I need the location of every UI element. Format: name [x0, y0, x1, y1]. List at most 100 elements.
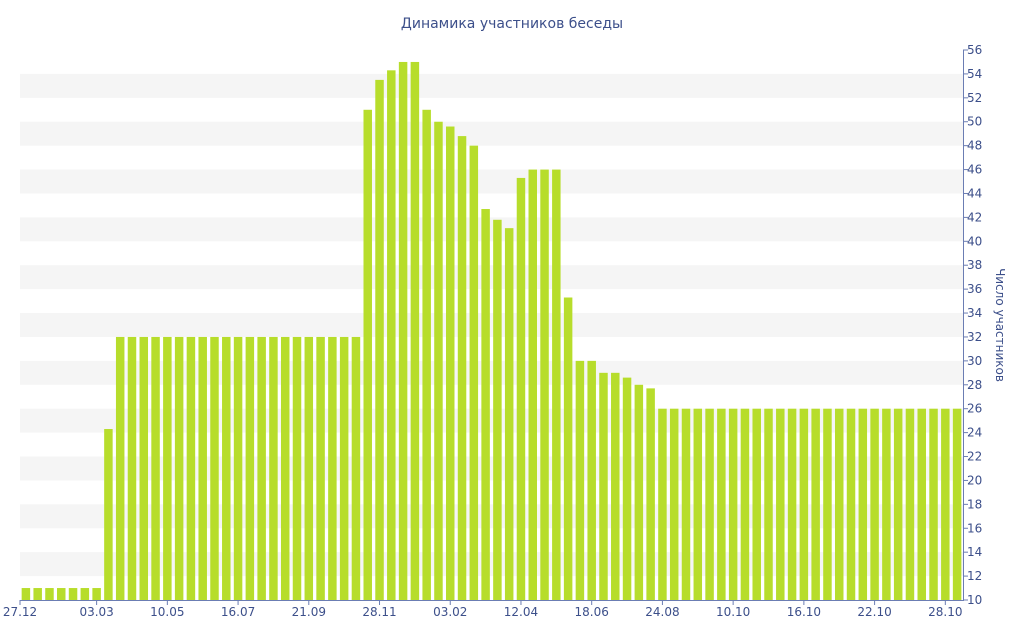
bar — [163, 336, 172, 600]
y-tick-label: 24 — [967, 426, 982, 440]
bar — [398, 61, 408, 600]
bar — [469, 145, 479, 600]
bar — [21, 588, 31, 600]
bar — [139, 336, 149, 600]
bar — [457, 136, 467, 600]
y-tick-label: 50 — [967, 115, 982, 129]
x-tick-label: 28.10 — [928, 605, 962, 619]
bar — [611, 372, 620, 600]
bar — [717, 408, 726, 600]
bar — [858, 408, 868, 600]
bar — [127, 336, 137, 600]
y-tick-label: 38 — [967, 258, 982, 272]
bar — [481, 209, 490, 600]
bar — [646, 388, 655, 600]
bar — [893, 408, 903, 600]
y-tick-label: 14 — [967, 545, 982, 559]
x-tick-label: 28.11 — [362, 605, 396, 619]
x-tick-label: 12.04 — [504, 605, 538, 619]
bar — [151, 336, 160, 600]
bar — [929, 408, 938, 600]
grid-band — [20, 456, 963, 481]
bar — [834, 408, 844, 600]
y-tick-label: 40 — [967, 234, 982, 248]
bar — [740, 408, 750, 600]
y-tick-label: 54 — [967, 67, 982, 81]
y-tick-label: 44 — [967, 186, 982, 200]
bar — [434, 121, 443, 601]
bar — [363, 109, 372, 600]
bar — [669, 408, 679, 600]
x-tick-label: 18.06 — [575, 605, 609, 619]
bar — [681, 408, 691, 600]
bar — [941, 408, 950, 600]
x-tick-label: 16.10 — [787, 605, 821, 619]
grid-band — [20, 121, 963, 146]
bar — [799, 408, 809, 600]
bar — [104, 429, 113, 600]
bar — [634, 384, 644, 600]
x-tick-label: 27.12 — [3, 605, 37, 619]
x-tick-label: 10.10 — [716, 605, 750, 619]
bar — [905, 408, 915, 600]
bar — [410, 61, 420, 600]
bar — [45, 588, 54, 600]
x-tick-label: 24.08 — [645, 605, 679, 619]
grid-band — [20, 265, 963, 290]
y-tick-label: 12 — [967, 569, 982, 583]
bar — [446, 126, 455, 601]
grid-band — [20, 313, 963, 337]
x-tick-label: 03.03 — [79, 605, 113, 619]
bar — [917, 408, 926, 600]
bar — [504, 228, 514, 600]
bar — [658, 408, 667, 600]
bar — [233, 336, 243, 600]
y-tick-label: 28 — [967, 378, 982, 392]
bar — [115, 336, 125, 600]
y-tick-label: 10 — [967, 593, 982, 607]
y-tick-label: 42 — [967, 210, 982, 224]
bar — [622, 377, 632, 600]
bar — [563, 297, 573, 600]
x-tick-label: 21.09 — [292, 605, 326, 619]
bar — [528, 169, 537, 600]
background-bands — [20, 73, 963, 577]
y-tick-label: 32 — [967, 330, 982, 344]
bar — [339, 336, 349, 600]
bar — [269, 336, 278, 600]
bar — [575, 360, 585, 600]
bar — [776, 408, 785, 600]
y-tick-label: 26 — [967, 402, 982, 416]
bar — [752, 408, 761, 600]
bar — [552, 169, 561, 600]
bar — [80, 588, 90, 600]
bar — [328, 336, 337, 600]
bar — [222, 336, 231, 600]
bar — [92, 588, 101, 600]
bar — [540, 169, 549, 600]
bar — [870, 408, 879, 600]
grid-band — [20, 217, 963, 242]
bar — [882, 408, 891, 600]
y-tick-label: 56 — [967, 43, 982, 57]
bar — [693, 408, 703, 600]
grid-band — [20, 169, 963, 194]
chart-title: Динамика участников беседы — [401, 16, 623, 32]
bar — [846, 408, 856, 600]
bar — [257, 336, 266, 600]
bars-group — [21, 61, 962, 601]
bar — [387, 70, 396, 600]
bar — [787, 408, 797, 600]
bar — [728, 408, 738, 600]
y-tick-label: 18 — [967, 497, 982, 511]
grid-band — [20, 552, 963, 577]
grid-band — [20, 504, 963, 529]
bar — [422, 109, 431, 600]
y-axis-title: Число участников — [993, 268, 1007, 382]
bar — [280, 336, 290, 600]
bar — [174, 336, 184, 600]
bar — [198, 336, 207, 600]
x-tick-label: 22.10 — [857, 605, 891, 619]
